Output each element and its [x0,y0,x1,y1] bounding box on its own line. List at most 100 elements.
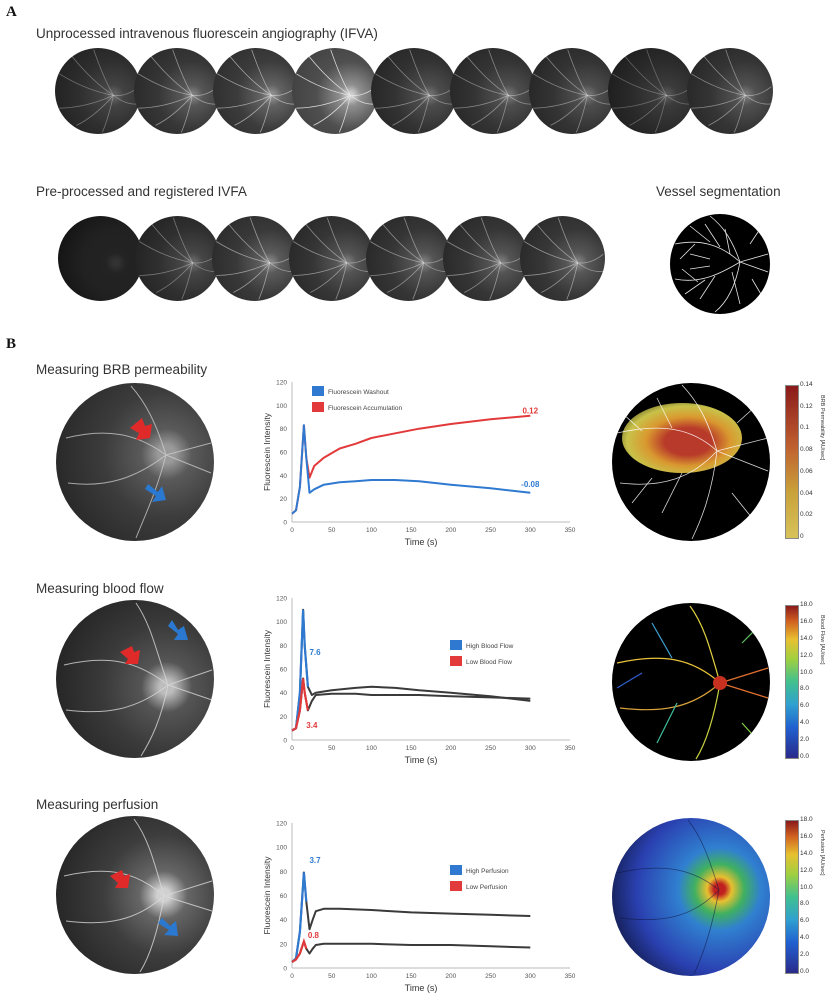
data-annotation: 3.4 [306,721,318,730]
fundus-frame [292,48,378,134]
blood-flow-title: Measuring blood flow [36,581,164,596]
x-tick-label: 200 [445,973,456,980]
colorbar-title: Blood Flow [AU/sec] [819,615,825,665]
fundus-frame [443,216,528,301]
series-peak-highlight [291,872,308,963]
legend-label: High Perfusion [466,868,509,875]
series-line [291,424,531,515]
brb-permeability-chart: 0 20 40 60 80 100 120 0 50 100 150 200 250 300 350 Time… [262,380,576,548]
colorbar-tick-label: 0.0 [800,753,810,760]
x-axis-label: Time (s) [405,537,438,547]
series-peak-highlight [291,678,309,732]
x-tick-label: 150 [406,745,417,752]
red-arrow-icon [120,646,140,664]
fundus-frame [520,216,605,301]
colorbar-tick-label: 12.0 [800,651,813,659]
y-tick-label: 60 [280,893,288,900]
colorbar-tick-label: 6.0 [800,702,810,710]
colorbar-tick-label: 0.06 [800,467,813,475]
y-tick-label: 120 [276,380,287,387]
legend-swatch [450,881,462,891]
y-tick-label: 120 [276,821,287,828]
perfusion-fundus-image [56,816,214,974]
y-tick-label: 100 [276,403,287,410]
x-tick-label: 100 [366,527,377,534]
y-tick-label: 100 [276,619,287,626]
y-tick-label: 0 [283,966,287,973]
y-tick-label: 120 [276,596,287,603]
legend-label: Low Perfusion [466,884,508,891]
colorbar-tick-label: 14.0 [800,634,813,642]
x-tick-label: 250 [485,527,496,534]
x-tick-label: 100 [366,745,377,752]
perfusion-title: Measuring perfusion [36,797,159,812]
y-tick-label: 0 [283,520,287,527]
series-line [291,940,531,963]
vessel-segmentation-title: Vessel segmentation [656,184,781,199]
colorbar-tick-label: 4.0 [800,934,810,942]
legend-swatch [450,865,462,875]
fundus-frame [134,48,220,134]
y-tick-label: 40 [280,473,288,480]
colorbar-tick-label: 0 [800,533,804,540]
y-axis-label: Fluorescein Intensity [262,629,272,708]
preprocessed-ivfa-title: Pre-processed and registered IVFA [36,184,247,199]
blood-flow-chart: 0 20 40 60 80 100 120 0 50 100 150 200 250 300 350 Time… [262,596,576,766]
x-tick-label: 0 [290,745,294,752]
data-annotation: -0.08 [521,480,540,489]
blue-arrow-icon [168,620,188,640]
y-axis-label: Fluorescein Intensity [262,856,272,935]
legend-swatch [312,386,324,396]
colorbar-tick-label: 0.0 [800,968,810,975]
x-tick-label: 150 [406,527,417,534]
fundus-frame [213,48,299,134]
panel-b-label: B [6,336,17,352]
colorbar-tick-label: 0.08 [800,446,813,454]
perfusion-chart: 0 20 40 60 80 100 120 0 50 100 150 200 250 300 350 Time… [262,821,576,994]
y-tick-label: 20 [280,941,288,948]
fundus-frame [366,216,451,301]
legend-label: High Blood Flow [466,643,514,650]
brb-permeability-map [612,383,770,541]
red-arrow-icon [110,870,130,888]
x-axis-label: Time (s) [405,755,438,765]
x-tick-label: 250 [485,745,496,752]
perfusion-map [612,818,770,976]
series-line [291,608,531,732]
x-tick-label: 300 [525,973,536,980]
colorbar-tick-label: 0.1 [800,424,810,432]
x-tick-label: 0 [290,973,294,980]
fundus-frame [608,48,694,134]
fundus-frame [289,216,374,301]
legend-label: Fluorescein Accumulation [328,405,402,412]
red-arrow-icon [130,418,152,440]
data-annotation: 0.12 [522,407,538,416]
y-tick-label: 20 [280,714,288,721]
y-tick-label: 0 [283,738,287,745]
colorbar-tick-label: 14.0 [800,849,813,857]
fundus-frame [529,48,615,134]
x-tick-label: 350 [565,745,576,752]
colorbar-tick-label: 16.0 [800,617,813,625]
series-line [291,414,531,515]
panel-a-label: A [6,4,17,20]
data-annotation: 3.7 [309,856,321,865]
colorbar-title: Perfusion [AU/sec] [819,830,825,876]
x-tick-label: 200 [445,745,456,752]
fundus-frame [371,48,457,134]
fundus-frame [212,216,297,301]
y-tick-label: 20 [280,496,288,503]
fundus-frame [55,48,141,134]
x-tick-label: 250 [485,973,496,980]
colorbar-tick-label: 12.0 [800,866,813,874]
colorbar-tick-label: 8.0 [800,685,810,693]
colorbar-tick-label: 10.0 [800,668,813,676]
legend-label: Fluorescein Washout [328,389,389,396]
legend-swatch [312,402,324,412]
y-axis-label: Fluorescein Intensity [262,412,272,491]
colorbar-tick-label: 0.12 [800,402,813,410]
colorbar-tick-label: 16.0 [800,832,813,840]
fundus-frame [58,216,143,301]
colorbar-tick-label: 0.02 [800,511,813,519]
